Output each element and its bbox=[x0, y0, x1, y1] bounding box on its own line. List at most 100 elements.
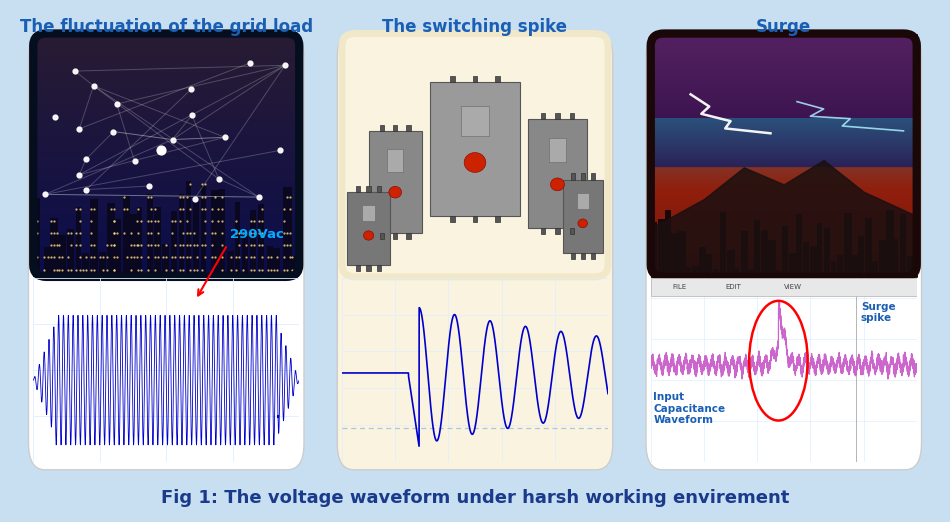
Bar bbox=[291, 256, 296, 277]
Bar bbox=[76, 207, 81, 277]
Bar bbox=[367, 186, 370, 192]
Text: 290Vac: 290Vac bbox=[230, 228, 284, 241]
Bar bbox=[44, 246, 50, 277]
Bar bbox=[306, 181, 314, 277]
Bar bbox=[571, 253, 575, 258]
Bar bbox=[462, 106, 488, 136]
Bar bbox=[496, 216, 500, 222]
Point bbox=[105, 127, 121, 136]
Text: Surge
spike: Surge spike bbox=[861, 302, 896, 323]
Bar bbox=[733, 268, 739, 277]
Point bbox=[142, 182, 157, 190]
Bar bbox=[218, 188, 224, 277]
Bar bbox=[893, 239, 899, 277]
Bar bbox=[235, 202, 240, 277]
FancyBboxPatch shape bbox=[337, 31, 613, 470]
Bar bbox=[657, 219, 666, 277]
Bar bbox=[845, 213, 851, 277]
Point bbox=[277, 61, 293, 69]
Point bbox=[71, 125, 86, 133]
Bar bbox=[556, 228, 560, 234]
Bar bbox=[693, 266, 700, 277]
Bar bbox=[407, 233, 410, 239]
Bar bbox=[297, 247, 306, 277]
FancyBboxPatch shape bbox=[646, 31, 922, 470]
Bar bbox=[900, 214, 906, 277]
Bar bbox=[754, 220, 760, 277]
Bar bbox=[562, 180, 602, 253]
Bar bbox=[872, 261, 878, 277]
Bar bbox=[665, 210, 671, 277]
Bar bbox=[685, 267, 692, 277]
Bar bbox=[789, 253, 796, 277]
Bar bbox=[591, 173, 595, 180]
Text: Surge: Surge bbox=[756, 18, 811, 36]
Bar bbox=[914, 262, 920, 277]
Bar bbox=[154, 207, 162, 277]
Point bbox=[47, 113, 62, 122]
Bar bbox=[851, 255, 858, 277]
Bar bbox=[906, 256, 914, 277]
Bar bbox=[741, 231, 749, 277]
Bar bbox=[407, 125, 410, 131]
Bar bbox=[838, 255, 844, 277]
Bar bbox=[356, 186, 360, 192]
Circle shape bbox=[465, 152, 485, 172]
Bar bbox=[450, 216, 454, 222]
Bar bbox=[393, 233, 397, 239]
Bar bbox=[180, 194, 184, 277]
Bar bbox=[130, 215, 139, 277]
Point bbox=[242, 58, 257, 67]
Bar bbox=[67, 229, 74, 277]
Bar bbox=[706, 254, 712, 277]
Bar bbox=[782, 226, 788, 277]
Bar bbox=[830, 261, 836, 277]
Point bbox=[86, 81, 101, 90]
Bar bbox=[356, 265, 360, 271]
Bar bbox=[824, 228, 830, 277]
Bar bbox=[879, 240, 886, 277]
Bar bbox=[137, 207, 142, 277]
Bar bbox=[348, 192, 390, 265]
Bar bbox=[678, 231, 686, 277]
Circle shape bbox=[550, 178, 564, 191]
Bar bbox=[429, 82, 521, 216]
Bar bbox=[450, 76, 454, 82]
Circle shape bbox=[578, 219, 587, 228]
Point bbox=[79, 185, 94, 194]
Bar bbox=[886, 210, 894, 277]
Bar bbox=[577, 193, 589, 209]
Text: Input
Capacitance
Waveform: Input Capacitance Waveform bbox=[654, 392, 726, 425]
FancyBboxPatch shape bbox=[651, 278, 917, 296]
Bar bbox=[171, 211, 177, 277]
Bar bbox=[380, 233, 384, 239]
Point bbox=[251, 193, 266, 201]
Bar bbox=[33, 198, 40, 277]
Bar bbox=[803, 242, 808, 277]
Bar bbox=[556, 113, 560, 118]
Bar bbox=[865, 219, 871, 277]
Circle shape bbox=[389, 186, 402, 198]
Point bbox=[183, 85, 199, 93]
Bar bbox=[362, 205, 375, 221]
Point bbox=[127, 157, 142, 165]
Bar bbox=[858, 236, 864, 277]
Bar bbox=[672, 232, 679, 277]
Text: The fluctuation of the grid load: The fluctuation of the grid load bbox=[20, 18, 313, 36]
Bar bbox=[796, 213, 802, 277]
Bar bbox=[720, 212, 726, 277]
Text: VIEW: VIEW bbox=[784, 284, 802, 290]
Point bbox=[78, 155, 93, 163]
Bar bbox=[90, 199, 98, 277]
Text: The switching spike: The switching spike bbox=[383, 18, 567, 36]
Bar bbox=[227, 252, 234, 277]
Bar bbox=[113, 219, 121, 277]
Text: FILE: FILE bbox=[672, 284, 686, 290]
Point bbox=[211, 175, 226, 183]
Bar bbox=[211, 191, 218, 277]
Bar bbox=[186, 181, 191, 277]
FancyBboxPatch shape bbox=[28, 31, 304, 470]
Bar bbox=[99, 252, 106, 277]
Bar bbox=[283, 187, 292, 277]
Bar bbox=[162, 244, 169, 277]
